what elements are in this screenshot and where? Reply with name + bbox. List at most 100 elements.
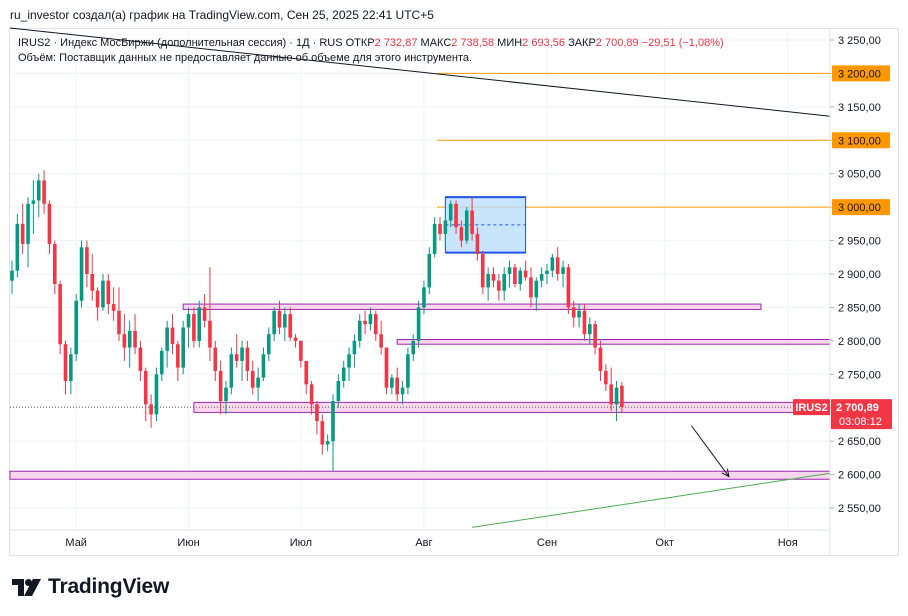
instrument-title: IRUS2 · Индекс МосБиржи (дополнительная … xyxy=(18,37,343,49)
candle-body xyxy=(74,300,78,355)
candle-body xyxy=(42,180,46,204)
candle xyxy=(111,287,116,321)
candle-body xyxy=(395,377,399,395)
price-tag-value: 2 700,89 xyxy=(836,402,879,414)
candle xyxy=(384,347,389,395)
candle-body xyxy=(165,327,169,351)
candle-body xyxy=(604,370,608,385)
price-tick-label: 2 750,00 xyxy=(838,369,881,381)
candle xyxy=(454,200,458,234)
candle-body xyxy=(218,370,223,402)
candle-body xyxy=(63,344,68,381)
candle xyxy=(79,240,84,308)
price-axis: 2 550,002 600,002 650,002 700,002 750,00… xyxy=(829,28,890,556)
candle xyxy=(571,300,576,328)
price-tick-label: 2 900,00 xyxy=(838,269,881,281)
candle-body xyxy=(245,347,250,371)
candle-body xyxy=(58,284,62,345)
candle xyxy=(85,240,89,288)
last-price-tag: IRUS2 2 700,89 03:08:12 xyxy=(793,399,892,430)
candle-body xyxy=(464,210,469,241)
candle-body xyxy=(138,347,143,371)
candle-body xyxy=(202,307,207,321)
candle-body xyxy=(384,347,389,388)
low-value: 2 693,56 xyxy=(522,37,565,49)
close-value: 2 700,89 xyxy=(595,37,639,49)
candle-body xyxy=(555,257,560,274)
candle xyxy=(58,280,62,355)
candle xyxy=(539,267,544,288)
candle xyxy=(299,340,303,368)
close-label: ЗАКР xyxy=(568,37,596,49)
candle-body xyxy=(170,327,175,345)
candle xyxy=(229,347,234,395)
price-tag-countdown: 03:08:12 xyxy=(839,416,882,428)
candle-body xyxy=(620,385,624,408)
candle-body xyxy=(529,277,533,298)
candle xyxy=(53,240,57,295)
candle xyxy=(470,197,474,241)
price-tick-label: 3 200,00 xyxy=(838,68,881,80)
candle xyxy=(379,320,383,355)
candle xyxy=(357,314,362,348)
candle-body xyxy=(197,307,202,341)
chart-legend: IRUS2 · Индекс МосБиржи (дополнительная … xyxy=(18,35,724,52)
candle xyxy=(486,267,490,301)
candle xyxy=(309,380,314,415)
candle-body xyxy=(192,314,196,341)
candle xyxy=(165,320,169,368)
candle-body xyxy=(149,404,153,415)
candle xyxy=(117,287,121,341)
candle-body xyxy=(379,334,383,348)
candle xyxy=(283,307,287,341)
candle xyxy=(588,317,592,345)
price-tick-label: 3 050,00 xyxy=(838,169,881,181)
candle xyxy=(347,347,351,381)
candle-body xyxy=(95,290,100,308)
candle xyxy=(459,220,464,248)
candle xyxy=(320,414,325,455)
candle xyxy=(176,340,180,381)
candle-body xyxy=(288,314,292,338)
candle xyxy=(101,274,105,311)
candle-body xyxy=(523,270,528,278)
candle xyxy=(192,307,196,348)
candle-body xyxy=(491,274,496,281)
candle xyxy=(582,304,587,341)
candle xyxy=(20,203,25,254)
candle xyxy=(31,180,36,234)
level-label-bg xyxy=(832,65,890,82)
level-label-bg xyxy=(832,132,890,149)
candle-body xyxy=(69,354,73,381)
candle-body xyxy=(374,314,378,335)
tradingview-logo[interactable]: TradingView xyxy=(12,574,169,600)
candle-body xyxy=(534,280,539,298)
candle-body xyxy=(545,270,549,274)
candle xyxy=(400,380,405,405)
price-chart[interactable]: 2 550,002 600,002 650,002 700,002 750,00… xyxy=(0,0,908,570)
candle-body xyxy=(154,374,159,415)
candle-body xyxy=(582,310,587,335)
zone-2800 xyxy=(396,339,831,345)
trend-up xyxy=(472,472,831,528)
price-tick-label: 2 550,00 xyxy=(838,503,881,515)
candle xyxy=(518,267,523,291)
candle xyxy=(288,307,292,341)
candle xyxy=(10,260,14,295)
tradingview-logo-icon xyxy=(12,578,41,596)
candle xyxy=(566,263,571,315)
candle xyxy=(390,374,394,395)
candle xyxy=(224,380,228,415)
candle-body xyxy=(368,314,373,325)
candle-body xyxy=(513,267,517,285)
candle-body xyxy=(427,253,432,288)
candle-body xyxy=(111,304,116,311)
candle-body xyxy=(283,314,287,328)
level-label-bg xyxy=(832,199,890,216)
time-tick-label: Окт xyxy=(655,537,674,549)
symbol-tag: IRUS2 xyxy=(795,402,827,414)
candle xyxy=(202,294,207,328)
candle xyxy=(197,300,202,348)
time-tick-label: Июн xyxy=(177,537,199,549)
candle-body xyxy=(357,320,362,341)
